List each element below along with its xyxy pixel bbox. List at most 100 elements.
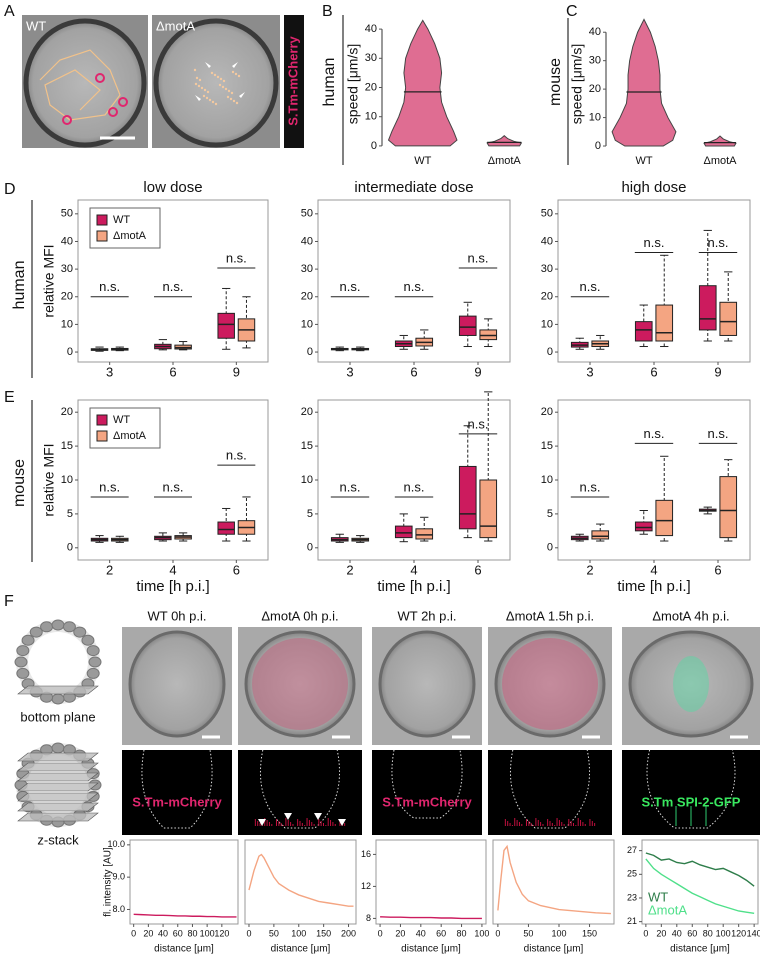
y-tick-label: 30 xyxy=(365,52,377,64)
y-tick-label: 10 xyxy=(61,318,73,330)
x-axis-label: time [h p.i.] xyxy=(617,578,690,595)
arrowhead xyxy=(205,62,211,68)
x-tick-label: 0 xyxy=(495,928,500,938)
y-tick-label: 5 xyxy=(67,508,73,520)
y-tick-label: 5 xyxy=(307,508,313,520)
organoid xyxy=(244,630,356,738)
y-tick-label: 40 xyxy=(541,235,553,247)
y-tick-label: 15 xyxy=(541,440,553,452)
significance-label: n.s. xyxy=(580,479,601,494)
row-label: mouse xyxy=(547,58,564,106)
y-tick-label: 20 xyxy=(61,406,73,418)
image-label: ΔmotA xyxy=(156,18,195,33)
y-tick-label: 10 xyxy=(61,474,73,486)
scheme-cell xyxy=(81,634,95,646)
x-axis-label: time [h p.i.] xyxy=(377,578,450,595)
x-tick-label: 9 xyxy=(233,364,240,379)
y-tick-label: 20 xyxy=(541,291,553,303)
panel-label: C xyxy=(566,3,578,20)
box xyxy=(634,321,653,342)
bacterium-dot xyxy=(206,90,210,94)
x-tick-label: 40 xyxy=(158,928,168,938)
significance-label: n.s. xyxy=(226,448,247,463)
y-tick-label: 10 xyxy=(541,474,553,486)
scheme-cell xyxy=(51,619,65,631)
y-tick-label: 30 xyxy=(301,263,313,275)
significance-label: n.s. xyxy=(644,235,665,250)
x-tick-label: 100 xyxy=(551,928,566,938)
x-axis-label: distance [μm] xyxy=(401,944,461,955)
x-tick-label: WT xyxy=(414,155,431,167)
x-tick-label: 4 xyxy=(169,562,176,577)
x-tick-label: 60 xyxy=(173,928,183,938)
arrowhead xyxy=(195,95,201,101)
bacterium-dot xyxy=(200,86,204,90)
significance-label: n.s. xyxy=(163,279,184,294)
legend-swatch xyxy=(96,214,108,226)
bacterium-dot xyxy=(218,83,222,87)
x-tick-label: 50 xyxy=(523,928,533,938)
significance-label: n.s. xyxy=(163,479,184,494)
scheme-cell xyxy=(14,656,28,668)
panel-label: B xyxy=(322,3,333,20)
bacterium-dot xyxy=(211,100,215,104)
channel-label: S.Tm SPI-2-GFP xyxy=(642,794,741,809)
y-tick-label: 21 xyxy=(627,916,637,926)
x-tick-label: 6 xyxy=(169,364,176,379)
box xyxy=(217,312,235,339)
y-axis-label: relative MFI xyxy=(41,443,57,516)
x-tick-label: 6 xyxy=(714,562,721,577)
profile-line xyxy=(645,852,755,887)
significance-label: n.s. xyxy=(99,479,120,494)
profile-line xyxy=(248,853,354,907)
y-axis-label: speed [μm/s] xyxy=(345,44,361,124)
profile-line xyxy=(133,913,237,918)
scheme-cell xyxy=(40,621,54,633)
y-tick-label: 0 xyxy=(307,346,313,358)
y-tick-label: 40 xyxy=(301,235,313,247)
scheme-cell xyxy=(62,621,76,633)
x-tick-label: 50 xyxy=(269,928,279,938)
x-tick-label: ΔmotA xyxy=(703,155,737,167)
box xyxy=(655,304,674,342)
panel-label: D xyxy=(4,181,16,198)
box xyxy=(719,301,738,336)
y-tick-label: 0 xyxy=(547,346,553,358)
bacterium-dot xyxy=(231,70,235,74)
box xyxy=(458,315,477,336)
y-axis-label: speed [μm/s] xyxy=(569,44,585,124)
x-tick-label: 20 xyxy=(143,928,153,938)
bacterium-dot xyxy=(205,96,209,100)
x-tick-label: 0 xyxy=(378,928,383,938)
violin xyxy=(703,135,737,147)
bacterium-dot xyxy=(213,73,217,77)
x-axis-label: distance [μm] xyxy=(271,944,331,955)
scheme-plane xyxy=(17,812,99,822)
significance-label: n.s. xyxy=(404,279,425,294)
x-tick-label: 80 xyxy=(703,928,713,938)
y-tick-label: 20 xyxy=(541,406,553,418)
y-tick-label: 27 xyxy=(627,845,637,855)
x-tick-label: 100 xyxy=(291,928,306,938)
significance-label: n.s. xyxy=(468,250,489,265)
x-tick-label: 80 xyxy=(457,928,467,938)
panel-label: E xyxy=(4,389,15,406)
x-tick-label: 4 xyxy=(410,562,417,577)
bacterium-dot xyxy=(227,89,231,93)
y-tick-label: 50 xyxy=(301,208,313,220)
y-tick-label: 12 xyxy=(361,881,371,891)
bacterium-dot xyxy=(221,85,225,89)
scheme-plane xyxy=(17,802,99,812)
significance-label: n.s. xyxy=(226,250,247,265)
channel-label: S.Tm-mCherry xyxy=(285,35,300,125)
scheme-cell xyxy=(73,626,87,638)
y-tick-label: 15 xyxy=(301,440,313,452)
x-tick-label: ΔmotA xyxy=(488,155,522,167)
y-tick-label: 8 xyxy=(366,913,371,923)
box xyxy=(655,499,674,537)
x-tick-label: 100 xyxy=(200,928,215,938)
bacterium-dot xyxy=(195,76,199,80)
chart-title: high dose xyxy=(621,179,686,196)
y-tick-label: 40 xyxy=(365,23,377,35)
scheme-cell xyxy=(16,645,30,657)
